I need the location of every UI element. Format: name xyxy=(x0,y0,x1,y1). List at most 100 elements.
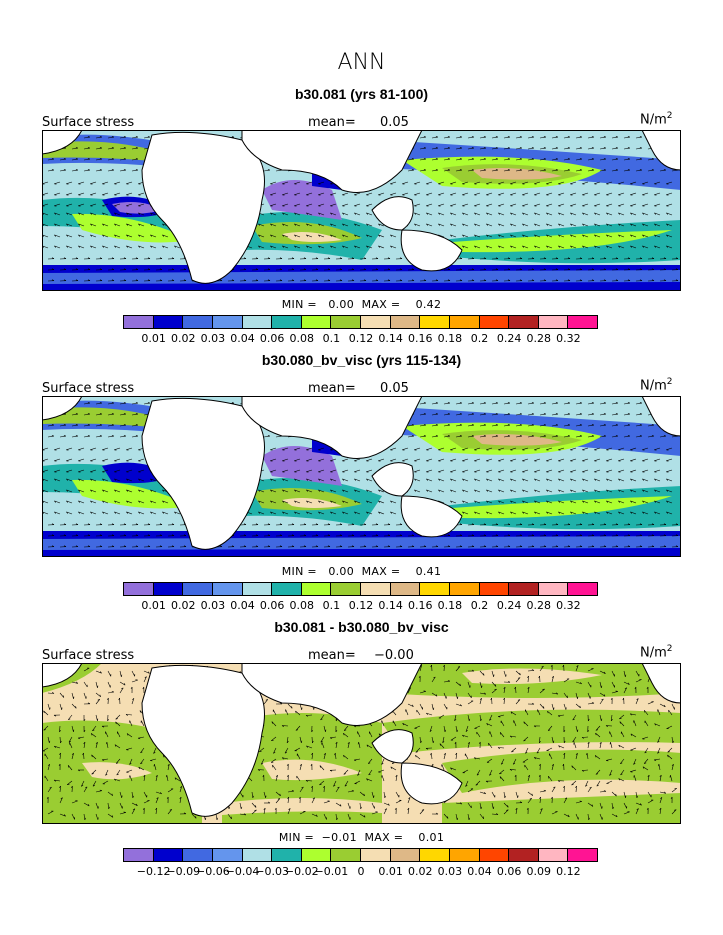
colorbar-swatch xyxy=(271,582,302,596)
colorbar-tick-label: 0.03 xyxy=(200,332,226,345)
colorbar-tick-label: 0.06 xyxy=(259,599,285,612)
colorbar-swatch xyxy=(123,315,154,329)
panel-2-variable: Surface stress xyxy=(42,381,135,396)
colorbar-swatch xyxy=(123,582,154,596)
colorbar-tick-label: 0.32 xyxy=(556,599,581,612)
colorbar-tick-label: 0.1 xyxy=(322,332,341,345)
panel-3-mean-label: mean= xyxy=(308,648,356,663)
colorbar-tick-label: 0.12 xyxy=(348,599,374,612)
colorbar-tick-label: 0.18 xyxy=(437,599,463,612)
panel-2-colorbar-labels: 0.01 0.02 0.03 0.04 0.06 0.08 0.1 0.12 0.14 0.16 0… xyxy=(124,599,598,613)
colorbar-tick-label: 0.06 xyxy=(259,332,285,345)
colorbar-swatch xyxy=(419,315,450,329)
panel-2-colorbar xyxy=(123,582,598,596)
colorbar-swatch xyxy=(478,848,510,862)
colorbar-swatch xyxy=(567,315,598,329)
panel-3-units: N/m2 xyxy=(640,644,673,661)
colorbar-tick-label: 0.01 xyxy=(141,332,166,345)
colorbar-swatch xyxy=(211,848,243,862)
colorbar-tick-label: 0.02 xyxy=(408,865,433,878)
colorbar-swatch xyxy=(241,848,273,862)
colorbar-tick-label: −0.01 xyxy=(314,865,349,878)
colorbar-swatch xyxy=(360,848,391,862)
panel-1-units: N/m2 xyxy=(640,111,673,128)
panel-1-minmax: MIN = 0.00 MAX = 0.42 xyxy=(281,298,442,311)
colorbar-tick-label: 0.24 xyxy=(496,332,522,345)
panel-3-mean-value: −0.00 xyxy=(374,648,414,663)
colorbar-tick-label: 0.12 xyxy=(556,865,581,878)
panel-2-minmax: MIN = 0.00 MAX = 0.41 xyxy=(281,565,442,578)
colorbar-swatch xyxy=(152,848,184,862)
panel-3-colorbar xyxy=(123,848,598,862)
colorbar-swatch xyxy=(211,315,243,329)
colorbar-tick-label: 0.02 xyxy=(171,332,196,345)
colorbar-swatch xyxy=(448,315,480,329)
colorbar-swatch xyxy=(330,315,361,329)
colorbar-swatch xyxy=(152,315,184,329)
colorbar-tick-label: 0.06 xyxy=(496,865,522,878)
colorbar-tick-label: −0.12 xyxy=(136,865,171,878)
panel-2-map xyxy=(42,396,681,557)
colorbar-tick-label: −0.04 xyxy=(225,865,260,878)
panel-3-colorbar-labels: −0.12 −0.09 −0.06 −0.04 −0.03 −0.02 −0.01 0 0.01… xyxy=(124,865,598,879)
colorbar-swatch xyxy=(330,582,361,596)
colorbar-tick-label: 0.2 xyxy=(470,599,489,612)
colorbar-tick-label: 0.03 xyxy=(200,599,226,612)
panel-2-mean-value: 0.05 xyxy=(380,381,409,396)
panel-2-units: N/m2 xyxy=(640,377,673,394)
colorbar-swatch xyxy=(271,848,302,862)
colorbar-swatch xyxy=(448,582,480,596)
colorbar-tick-label: 0.12 xyxy=(348,332,374,345)
colorbar-swatch xyxy=(330,848,361,862)
colorbar-swatch xyxy=(182,582,213,596)
colorbar-tick-label: 0.09 xyxy=(526,865,552,878)
panel-3-variable: Surface stress xyxy=(42,648,135,663)
colorbar-swatch xyxy=(211,582,243,596)
colorbar-tick-label: 0.03 xyxy=(437,865,463,878)
colorbar-tick-label: 0.16 xyxy=(408,599,433,612)
panel-1-mean-value: 0.05 xyxy=(380,115,409,130)
panel-1-colorbar xyxy=(123,315,598,329)
panel-1-variable: Surface stress xyxy=(42,115,135,130)
colorbar-tick-label: 0.32 xyxy=(556,332,581,345)
panel-1-title: b30.081 (yrs 81-100) xyxy=(294,86,429,102)
colorbar-swatch xyxy=(389,848,421,862)
stress-vectors xyxy=(42,664,678,821)
colorbar-tick-label: 0.28 xyxy=(526,332,552,345)
colorbar-swatch xyxy=(182,848,213,862)
colorbar-tick-label: 0.08 xyxy=(289,599,315,612)
colorbar-tick-label: 0.28 xyxy=(526,599,552,612)
colorbar-swatch xyxy=(537,315,569,329)
colorbar-tick-label: 0 xyxy=(357,865,365,878)
colorbar-swatch xyxy=(567,848,598,862)
panel-1-colorbar-labels: 0.01 0.02 0.03 0.04 0.06 0.08 0.1 0.12 0.14 0.16 0… xyxy=(124,332,598,346)
colorbar-swatch xyxy=(182,315,213,329)
colorbar-swatch xyxy=(271,315,302,329)
panel-2-title: b30.080_bv_visc (yrs 115-134) xyxy=(261,352,462,368)
colorbar-tick-label: 0.04 xyxy=(230,599,255,612)
colorbar-tick-label: 0.1 xyxy=(322,599,341,612)
colorbar-swatch xyxy=(508,315,539,329)
colorbar-tick-label: 0.18 xyxy=(437,332,463,345)
colorbar-swatch xyxy=(508,582,539,596)
colorbar-swatch xyxy=(152,582,184,596)
colorbar-swatch xyxy=(360,315,391,329)
colorbar-tick-label: 0.24 xyxy=(496,599,522,612)
colorbar-swatch xyxy=(508,848,539,862)
panel-3-title: b30.081 - b30.080_bv_visc xyxy=(274,619,449,635)
colorbar-tick-label: 0.04 xyxy=(467,865,492,878)
colorbar-tick-label: 0.04 xyxy=(230,332,255,345)
colorbar-swatch xyxy=(567,582,598,596)
colorbar-tick-label: 0.08 xyxy=(289,332,315,345)
colorbar-swatch xyxy=(300,848,332,862)
colorbar-tick-label: −0.06 xyxy=(196,865,230,878)
colorbar-swatch xyxy=(241,582,273,596)
colorbar-swatch xyxy=(300,582,332,596)
colorbar-tick-label: 0.2 xyxy=(470,332,489,345)
colorbar-tick-label: 0.16 xyxy=(408,332,433,345)
panel-3-minmax: MIN = −0.01 MAX = 0.01 xyxy=(278,831,445,844)
colorbar-swatch xyxy=(448,848,480,862)
colorbar-swatch xyxy=(419,848,450,862)
colorbar-tick-label: −0.03 xyxy=(255,865,289,878)
colorbar-tick-label: −0.02 xyxy=(284,865,319,878)
